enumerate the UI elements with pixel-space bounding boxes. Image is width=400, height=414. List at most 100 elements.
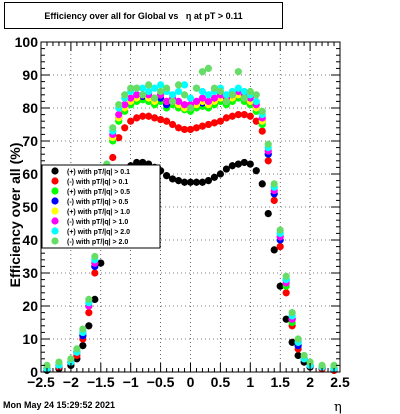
data-point [252,167,260,175]
data-point [198,87,207,96]
data-point [204,64,213,72]
legend-entry: (-) with pT/|q| > 0.1 [67,179,128,186]
x-tick-label: −2 [63,374,79,390]
y-tick-label: 70 [22,133,38,149]
data-point [180,81,189,89]
data-point [210,119,219,127]
data-point [288,309,296,317]
data-point [222,114,230,122]
data-point [204,177,213,185]
legend-marker [51,187,59,195]
data-point [258,127,266,135]
legend-marker [51,207,59,215]
data-point [270,196,278,204]
x-axis-label: η [334,400,342,414]
data-point [282,289,290,297]
data-point [121,101,129,109]
data-point [174,177,183,185]
data-point [85,309,93,317]
data-point [43,361,51,369]
data-point [85,295,93,303]
data-point [139,112,147,120]
data-point [198,94,207,102]
data-point [157,115,165,124]
y-tick-label: 50 [22,199,38,215]
data-point [168,91,177,99]
data-point [139,84,147,92]
data-point [115,111,123,119]
axis-ticks: −2.5 −2 −1.5 −1 −0.5 0 0.5 1 1.5 2 2.5 0 10 20 30 40 50 6… [15,34,350,390]
data-point [174,81,183,89]
data-point [246,112,254,120]
data-point [240,111,248,119]
legend: (+) with pT/|q| > 0.1 (-) with pT/|q| > 0… [41,164,161,249]
legend-marker [51,217,59,225]
x-tick-label: 2 [306,374,314,390]
data-point [174,87,183,96]
data-point [204,120,213,129]
data-point [240,87,248,96]
data-point [157,87,165,96]
data-point [264,157,272,165]
x-tick-label: −2.5 [27,374,55,390]
timestamp: Mon May 24 15:29:52 2021 [3,400,116,410]
x-tick-label: −1.5 [87,374,115,390]
data-point [73,345,81,353]
data-point [318,361,326,369]
data-point [180,125,189,134]
data-point [258,180,266,188]
data-point [210,173,219,181]
x-tick-label: −0.5 [147,374,175,390]
legend-marker [51,167,59,175]
data-point [198,68,207,76]
data-point [234,160,242,168]
data-point [294,335,302,343]
data-point [115,134,123,142]
data-point [127,117,135,125]
data-point [192,124,201,132]
data-point [198,178,207,186]
data-point [192,84,201,92]
legend-entry: (-) with pT/|q| > 0.5 [67,199,128,206]
data-point [133,91,141,99]
legend-entry: (+) with pT/|q| > 0.5 [67,189,130,196]
data-point [133,114,141,122]
data-point [186,104,195,112]
data-point [228,91,236,99]
data-point [121,91,129,99]
data-point [210,94,219,102]
data-point [270,246,278,254]
data-point [162,97,171,105]
data-point [145,87,153,96]
data-point [282,272,290,280]
data-point [115,101,123,109]
legend-entry: (-) with pT/|q| > 2.0 [67,239,128,246]
data-point [240,94,248,102]
data-point [222,91,230,99]
data-point [288,338,296,346]
series-layer [43,64,338,374]
legend-entry: (-) with pT/|q| > 1.0 [67,219,128,226]
title-box: Efficiency over all for Global vs η at p… [4,2,283,29]
data-point [162,117,171,125]
data-point [186,94,195,102]
legend-marker [51,197,59,205]
data-point [174,124,183,132]
data-point [151,84,159,92]
data-point [162,172,171,180]
data-point [222,165,230,173]
data-point [330,361,338,369]
data-point [234,111,242,119]
data-point [252,117,260,125]
chart-title: Efficiency over all for Global vs η at p… [44,11,243,21]
data-point [97,259,105,267]
data-point [174,97,183,105]
data-point [91,252,99,261]
y-tick-label: 20 [22,298,38,314]
data-point [270,180,278,188]
data-point [252,97,260,105]
data-point [246,160,254,168]
data-point [276,226,284,234]
y-tick-label: 40 [22,232,38,248]
data-point [91,295,99,303]
